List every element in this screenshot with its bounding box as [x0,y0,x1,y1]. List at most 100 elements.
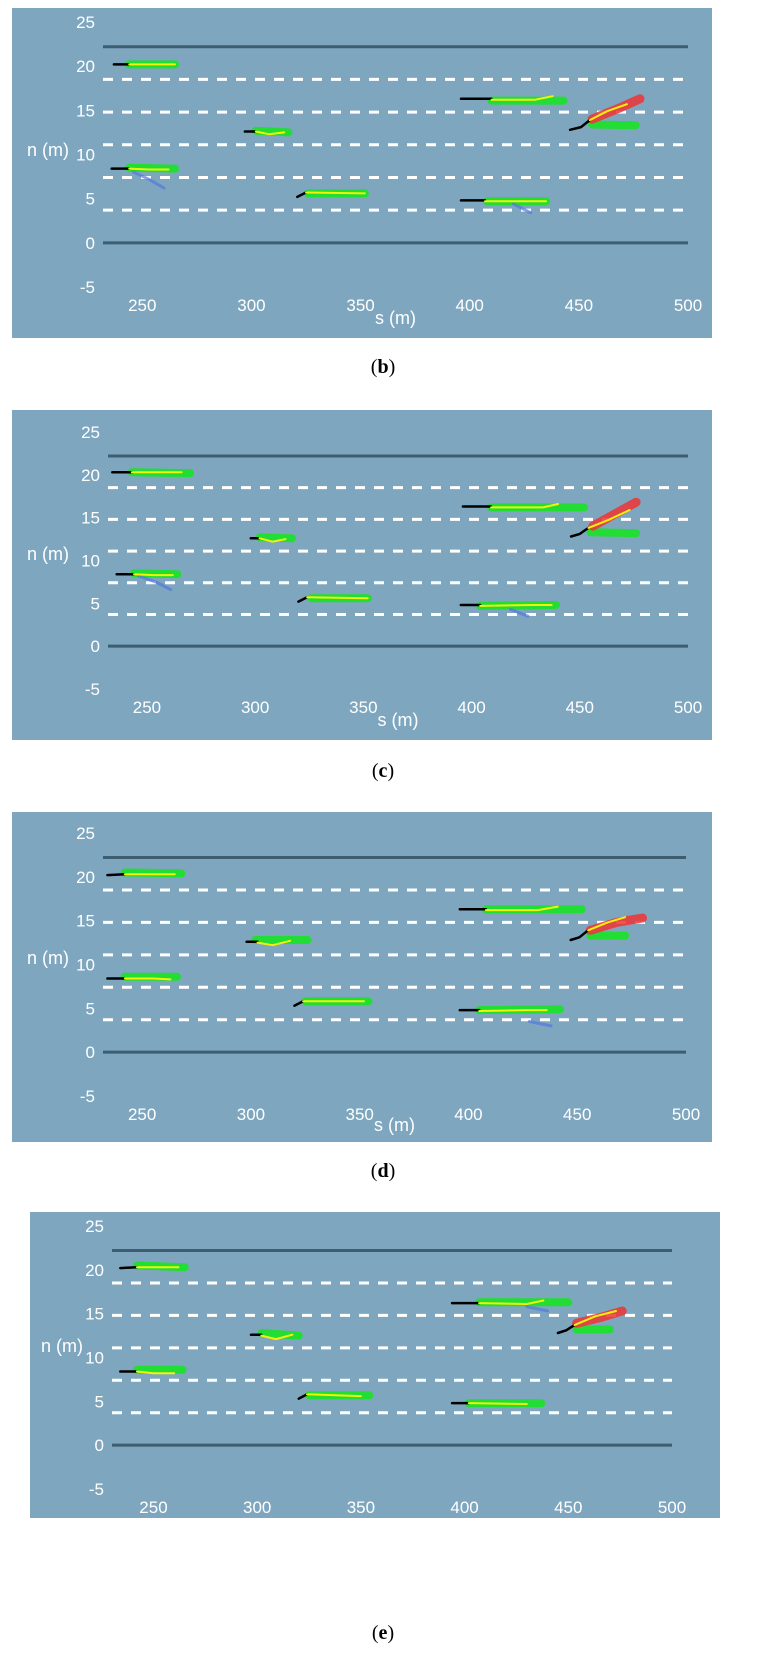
ground-truth-trajectory [587,916,627,932]
x-tick-label: 500 [658,1498,686,1517]
x-tick-label: 350 [349,698,377,717]
y-tick-label: -5 [89,1480,104,1499]
x-tick-label: 450 [563,1105,591,1124]
y-tick-label: 0 [86,1043,95,1062]
caption-d-label: d [377,1160,389,1182]
y-tick-label: 10 [76,956,95,975]
x-tick-label: 300 [243,1498,271,1517]
trajectory-plot-b: -5 0 5 10 15 20 25 250 300 350 400 450 500 s (m) n (m) [12,8,712,338]
prediction-blue-trajectory [509,607,530,618]
x-tick-label: 400 [456,296,484,315]
prediction-blue-trajectory [132,170,166,190]
history-trajectory [296,191,308,199]
y-tick-label: 25 [76,13,95,32]
y-tick-label: 0 [91,637,100,656]
x-tick-label: 500 [674,296,702,315]
prediction-green-trajectory [120,868,186,878]
prediction-green-trajectory [588,120,640,130]
y-axis-label: n (m) [41,1336,83,1356]
panel-b: -5 0 5 10 15 20 25 250 300 350 400 450 500 s (m) n (m) [0,0,766,350]
x-tick-label: 400 [450,1498,478,1517]
caption-c: (c) [371,760,395,782]
x-tick-label: 450 [565,296,593,315]
caption-c-label: c [378,760,388,782]
ground-truth-trajectory [478,1299,545,1305]
ground-truth-trajectory [133,573,174,577]
y-tick-label: 15 [85,1305,104,1324]
y-tick-label: 15 [81,509,100,528]
trajectory-plot-e: -5 0 5 10 15 20 25 250 300 350 400 450 500 s (m) n (m) [30,1212,720,1539]
y-axis-label: n (m) [27,140,69,160]
panel-c: -5 0 5 10 15 20 25 250 300 350 400 450 500 s (m) n (m) [0,400,766,750]
ground-truth-trajectory [258,537,287,543]
prediction-green-trajectory [255,533,296,543]
ground-truth-trajectory [128,167,170,171]
y-tick-label: 5 [86,999,95,1018]
prediction-red-trajectory [587,94,645,124]
y-tick-label: 15 [76,912,95,931]
x-tick-label: 350 [346,1105,374,1124]
ground-truth-trajectory [305,191,366,195]
x-tick-label: 400 [454,1105,482,1124]
y-axis-label: n (m) [27,544,69,564]
y-tick-label: 25 [76,824,95,843]
x-tick-label: 250 [139,1498,167,1517]
ground-truth-trajectory [490,95,554,101]
history-trajectory [106,872,127,877]
x-axis-label: s (m) [378,710,419,730]
ground-truth-trajectory [123,977,172,981]
prediction-blue-trajectory [527,1020,553,1028]
ground-truth-trajectory [588,103,628,122]
x-axis-label: s (m) [375,308,416,328]
history-trajectory [568,118,592,132]
plot-background [30,1212,720,1518]
prediction-green-trajectory [130,569,182,579]
history-trajectory [297,1393,309,1400]
ground-truth-trajectory [490,503,560,509]
ground-truth-trajectory [467,1402,528,1405]
panel-d: -5 0 5 10 15 20 25 250 300 350 400 450 500 s (m) n (m) [0,800,766,1150]
ground-truth-trajectory [587,509,631,529]
ground-truth-trajectory [254,130,286,136]
plot-background [12,8,712,338]
history-trajectory [556,1323,576,1335]
ground-truth-trajectory [256,939,292,947]
caption-b: (b) [370,356,396,378]
x-tick-label: 450 [566,698,594,717]
y-tick-label: 0 [86,234,95,253]
x-axis-label: s (m) [372,1519,413,1539]
x-tick-label: 300 [237,1105,265,1124]
y-tick-label: 10 [76,146,95,165]
y-tick-label: 10 [81,552,100,571]
panel-e: -5 0 5 10 15 20 25 250 300 350 400 450 500 s (m) n (m) [0,1200,766,1600]
y-tick-label: -5 [80,1087,95,1106]
x-tick-label: 400 [457,698,485,717]
ground-truth-trajectory [479,604,553,607]
y-tick-label: 15 [76,101,95,120]
x-tick-label: 250 [128,296,156,315]
x-tick-label: 500 [674,698,702,717]
history-trajectory [297,596,309,603]
ground-truth-trajectory [573,1310,617,1327]
y-tick-label: 20 [85,1261,104,1280]
y-tick-label: 20 [81,466,100,485]
history-trajectory [293,1000,305,1007]
prediction-red-trajectory [585,913,647,935]
history-trajectory [119,1265,139,1270]
y-tick-label: 5 [91,594,100,613]
ground-truth-trajectory [306,596,369,600]
prediction-green-trajectory [586,528,641,538]
y-tick-label: -5 [85,680,100,699]
plot-background [12,812,712,1142]
y-tick-label: 20 [76,57,95,76]
caption-e: (e) [371,1622,395,1644]
x-tick-label: 300 [241,698,269,717]
x-tick-label: 350 [347,1498,375,1517]
ground-truth-trajectory [484,905,559,912]
x-tick-label: 350 [346,296,374,315]
y-tick-label: 5 [95,1392,104,1411]
x-tick-label: 300 [237,296,265,315]
x-tick-label: 500 [672,1105,700,1124]
prediction-blue-trajectory [525,1305,550,1313]
ground-truth-trajectory [306,1393,362,1398]
